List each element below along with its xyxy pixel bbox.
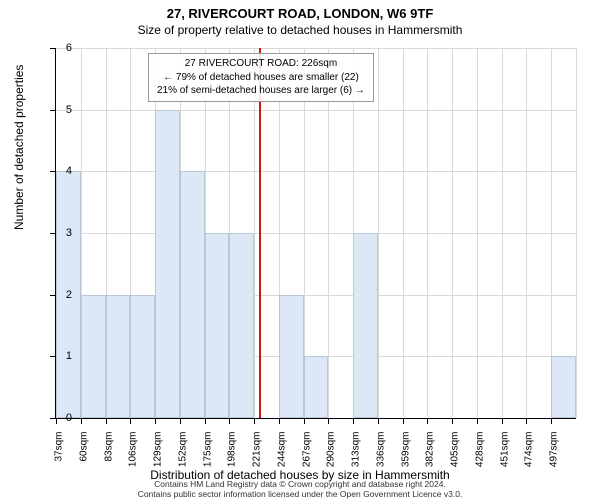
chart-container: 27, RIVERCOURT ROAD, LONDON, W6 9TF Size… bbox=[0, 0, 600, 500]
x-tick-label: 451sqm bbox=[499, 432, 510, 482]
bar bbox=[130, 295, 155, 418]
y-tick-label: 1 bbox=[52, 350, 72, 362]
bar bbox=[279, 295, 304, 418]
x-tick-label: 60sqm bbox=[78, 432, 89, 482]
x-tick-label: 382sqm bbox=[425, 432, 436, 482]
annotation-line: 21% of semi-detached houses are larger (… bbox=[157, 84, 365, 98]
x-tick-label: 37sqm bbox=[54, 432, 65, 482]
x-tick-label: 290sqm bbox=[326, 432, 337, 482]
bar bbox=[551, 356, 576, 418]
x-tick-label: 198sqm bbox=[227, 432, 238, 482]
y-tick-label: 4 bbox=[52, 165, 72, 177]
x-tick-label: 405sqm bbox=[450, 432, 461, 482]
x-tick-label: 175sqm bbox=[202, 432, 213, 482]
bar bbox=[180, 171, 205, 418]
footer-line2: Contains public sector information licen… bbox=[138, 489, 463, 499]
annotation-line: ← 79% of detached houses are smaller (22… bbox=[157, 71, 365, 85]
bar bbox=[353, 233, 378, 418]
y-tick-label: 5 bbox=[52, 104, 72, 116]
bar bbox=[155, 110, 180, 418]
annotation-line: 27 RIVERCOURT ROAD: 226sqm bbox=[157, 57, 365, 71]
y-tick-label: 2 bbox=[52, 289, 72, 301]
plot-area: 27 RIVERCOURT ROAD: 226sqm← 79% of detac… bbox=[55, 48, 576, 419]
x-tick-label: 428sqm bbox=[474, 432, 485, 482]
x-tick-label: 359sqm bbox=[400, 432, 411, 482]
annotation-box: 27 RIVERCOURT ROAD: 226sqm← 79% of detac… bbox=[148, 53, 374, 102]
chart-title: 27, RIVERCOURT ROAD, LONDON, W6 9TF bbox=[0, 0, 600, 21]
y-tick-label: 3 bbox=[52, 227, 72, 239]
bar bbox=[205, 233, 230, 418]
y-axis-title: Number of detached properties bbox=[12, 65, 26, 230]
x-tick-label: 313sqm bbox=[351, 432, 362, 482]
footer: Contains HM Land Registry data © Crown c… bbox=[10, 480, 590, 499]
chart-subtitle: Size of property relative to detached ho… bbox=[0, 21, 600, 37]
x-tick-label: 474sqm bbox=[524, 432, 535, 482]
x-tick-label: 129sqm bbox=[153, 432, 164, 482]
x-tick-label: 244sqm bbox=[276, 432, 287, 482]
x-tick-label: 221sqm bbox=[252, 432, 263, 482]
x-tick-label: 83sqm bbox=[103, 432, 114, 482]
x-tick-label: 106sqm bbox=[128, 432, 139, 482]
marker-line bbox=[259, 48, 261, 418]
bar bbox=[304, 356, 329, 418]
x-tick-label: 267sqm bbox=[301, 432, 312, 482]
bar bbox=[229, 233, 254, 418]
y-tick-label: 0 bbox=[52, 412, 72, 424]
x-tick-label: 152sqm bbox=[177, 432, 188, 482]
x-tick-label: 336sqm bbox=[375, 432, 386, 482]
x-tick-label: 497sqm bbox=[549, 432, 560, 482]
bar bbox=[106, 295, 131, 418]
bar bbox=[81, 295, 106, 418]
y-tick-label: 6 bbox=[52, 42, 72, 54]
